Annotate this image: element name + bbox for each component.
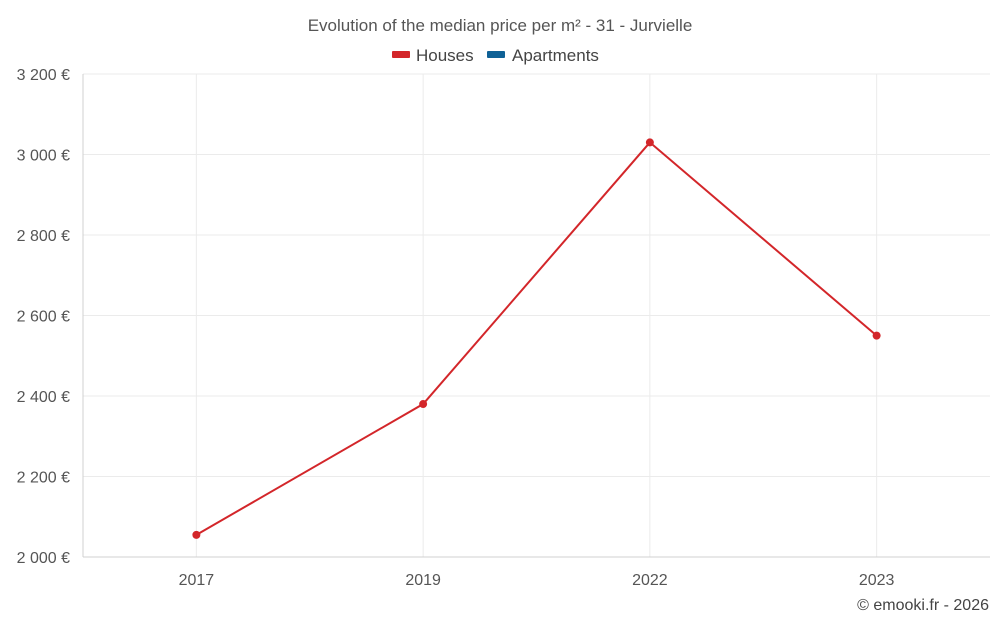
y-tick-label: 2 600 € <box>17 309 70 326</box>
legend: Houses Apartments <box>392 46 599 65</box>
y-tick-label: 2 000 € <box>17 550 70 567</box>
data-point-houses[interactable] <box>419 400 428 409</box>
data-point-houses[interactable] <box>645 138 654 147</box>
y-tick-label: 2 200 € <box>17 470 70 487</box>
data-point-houses[interactable] <box>872 331 881 340</box>
chart-title: Evolution of the median price per m² - 3… <box>308 16 693 35</box>
legend-label-houses: Houses <box>416 46 474 65</box>
x-tick-label: 2023 <box>859 572 895 589</box>
y-tick-label: 3 000 € <box>17 148 70 165</box>
legend-swatch-apartments <box>487 51 505 58</box>
legend-item-apartments[interactable]: Apartments <box>487 46 599 65</box>
data-point-houses[interactable] <box>192 530 201 539</box>
y-tick-label: 3 200 € <box>17 67 70 84</box>
x-tick-label: 2017 <box>179 572 215 589</box>
legend-label-apartments: Apartments <box>512 46 599 65</box>
y-tick-label: 2 800 € <box>17 228 70 245</box>
series <box>192 138 881 539</box>
y-axis-ticks: 2 000 € 2 200 € 2 400 € 2 600 € 2 800 € 3 000… <box>17 67 70 567</box>
series-line-houses <box>195 141 878 536</box>
x-tick-label: 2019 <box>405 572 441 589</box>
legend-item-houses[interactable]: Houses <box>392 46 474 65</box>
axes <box>82 74 990 558</box>
grid <box>83 73 990 557</box>
credit-text: © emooki.fr - 2026 <box>857 597 989 614</box>
x-tick-label: 2022 <box>632 572 668 589</box>
y-tick-label: 2 400 € <box>17 389 70 406</box>
x-axis-ticks: 2017 2019 2022 2023 <box>179 572 895 589</box>
legend-swatch-houses <box>392 51 410 58</box>
